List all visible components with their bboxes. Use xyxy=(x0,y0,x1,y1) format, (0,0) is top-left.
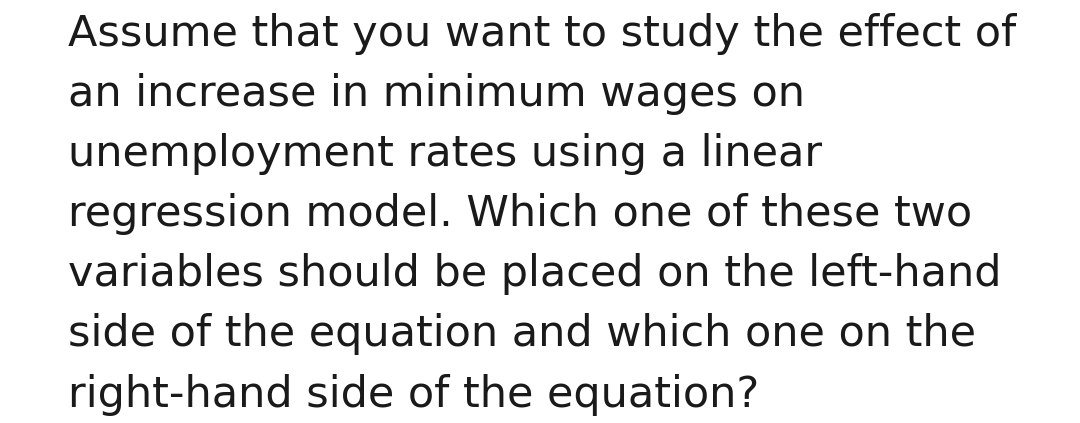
Text: Assume that you want to study the effect of
an increase in minimum wages on
unem: Assume that you want to study the effect… xyxy=(68,13,1016,415)
